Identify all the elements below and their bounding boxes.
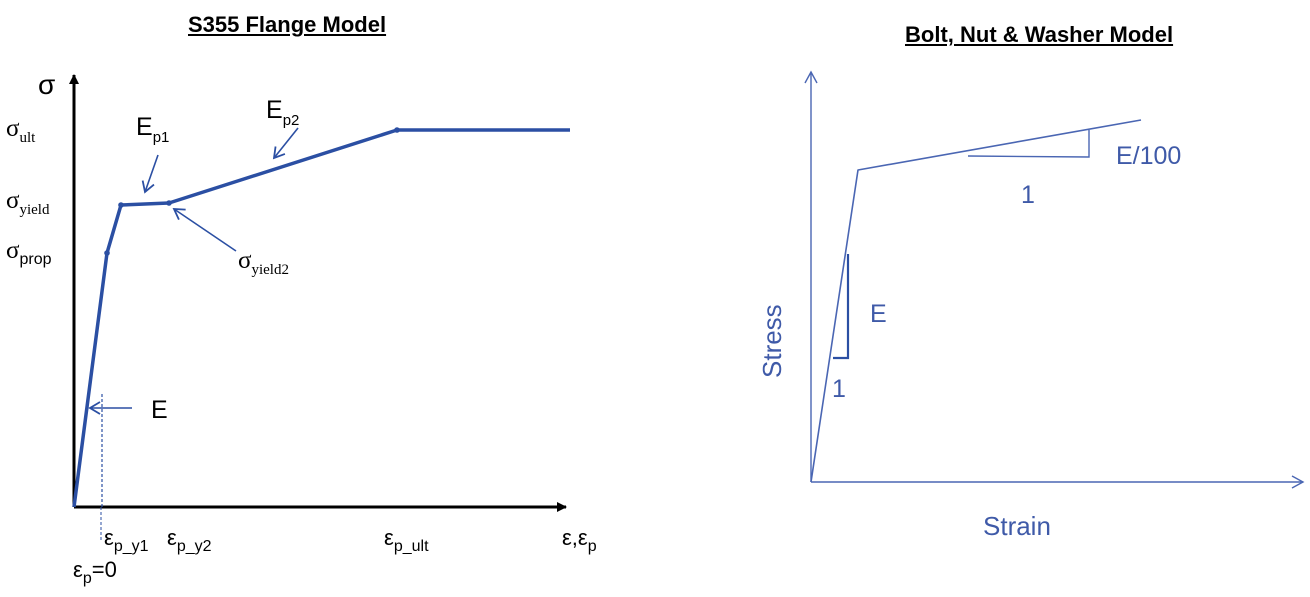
label-right-one-e: 1: [832, 375, 846, 403]
right-chart: E 1 E/100 1 Strain Stress: [757, 70, 1305, 541]
label-eps-axis: ε,εp: [562, 525, 597, 555]
ep2-arrow: [272, 127, 299, 160]
label-eps-py2: εp_y2: [167, 525, 212, 555]
label-sigma-ult: σult: [6, 115, 36, 146]
ep1-arrow: [141, 154, 159, 194]
label-strain: Strain: [983, 511, 1051, 541]
label-eps-pult: εp_ult: [384, 525, 429, 555]
label-stress: Stress: [757, 304, 787, 378]
yield2-arrow: [172, 208, 237, 252]
label-right-e100: E/100: [1116, 142, 1181, 170]
label-sigma-yield2: σyield2: [238, 247, 289, 278]
label-e-slope: E: [151, 396, 168, 424]
label-right-e: E: [870, 300, 887, 328]
left-chart: σ σult σyield σprop σyield2 Ep1 Ep2 E εp…: [6, 69, 597, 587]
point-yield: [118, 202, 124, 208]
flange-curve: [72, 128, 570, 508]
label-sigma-prop: σprop: [6, 237, 52, 268]
label-ep1: Ep1: [136, 113, 169, 146]
e-slope-triangle: [833, 254, 850, 360]
label-eps-p0: εp=0: [73, 557, 117, 587]
point-yield2: [166, 200, 172, 206]
point-prop: [104, 250, 110, 256]
label-ep2: Ep2: [266, 96, 299, 129]
right-panel-title: Bolt, Nut & Washer Model: [905, 22, 1174, 47]
point-ult: [394, 127, 400, 133]
label-eps-py1: εp_y1: [104, 525, 149, 555]
left-panel-title: S355 Flange Model: [188, 12, 387, 37]
label-sigma: σ: [38, 69, 55, 100]
label-right-one-e100: 1: [1021, 181, 1035, 209]
bolt-curve: [810, 119, 1142, 483]
label-sigma-yield: σyield: [6, 187, 50, 218]
e100-slope-triangle: [967, 130, 1090, 158]
